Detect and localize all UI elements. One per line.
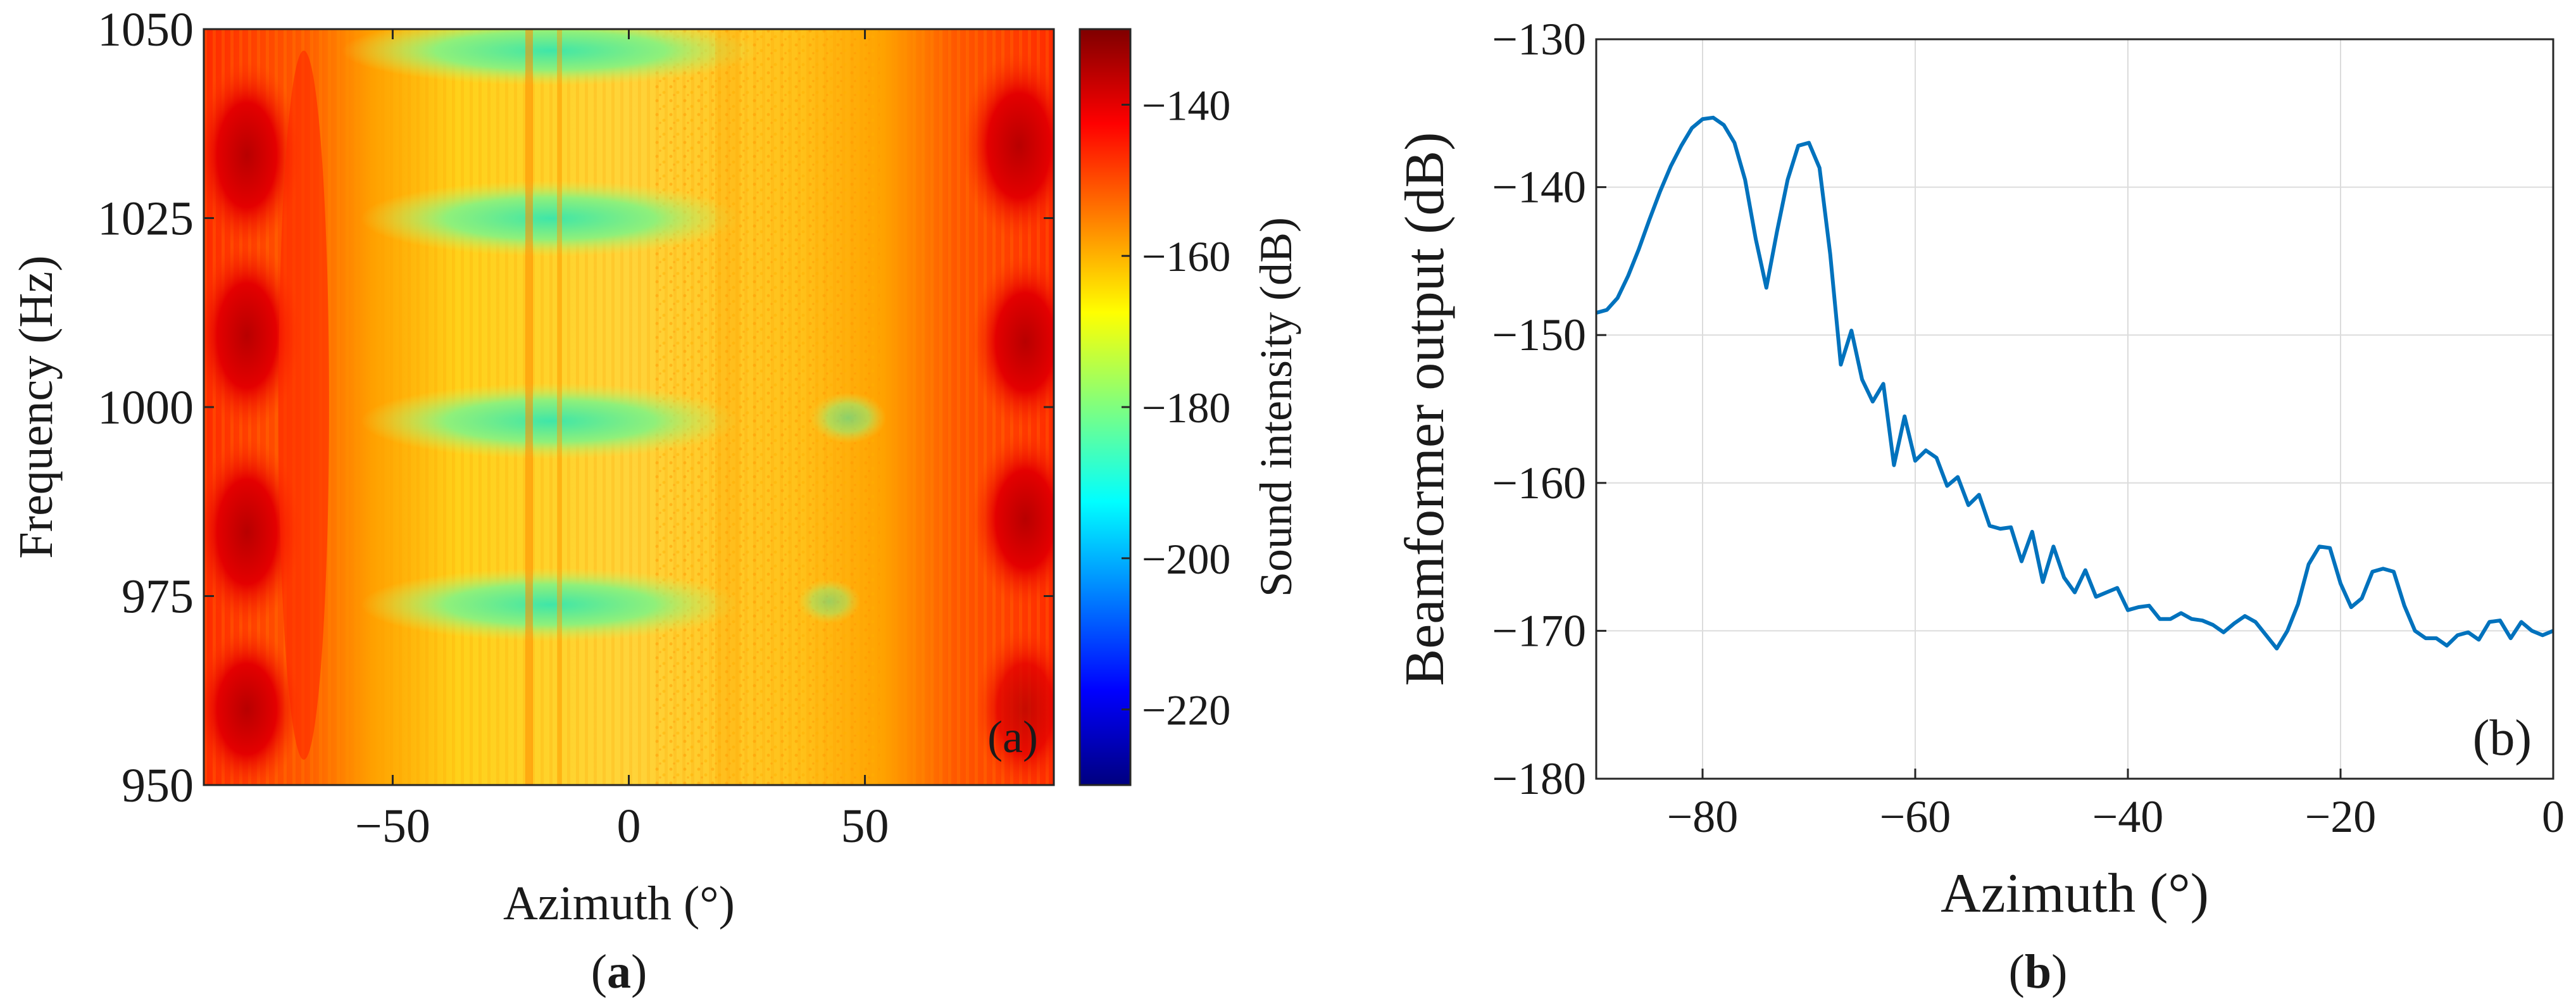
colorbar-tick-label: −180 bbox=[1142, 384, 1230, 432]
caption-b: (b) bbox=[2009, 945, 2068, 998]
heatmap-image bbox=[204, 29, 1054, 785]
line-y-tick-label: −140 bbox=[1492, 162, 1586, 213]
line-x-tick-label: −20 bbox=[2305, 791, 2377, 842]
heatmap-x-tick-label: 50 bbox=[841, 800, 889, 853]
series-line-beamformer-output bbox=[1596, 115, 2553, 651]
heatmap-y-tick-label: 1000 bbox=[97, 381, 194, 434]
panel-b: −80 −60 −40 −20 0 −180 −170 −160 −150 −140 −130 Az… bbox=[1394, 14, 2565, 998]
heatmap-x-tick-label: −50 bbox=[355, 800, 430, 853]
line-y-tick-label: −170 bbox=[1492, 605, 1586, 656]
line-axes: −80 −60 −40 −20 0 −180 −170 −160 −150 −140 −130 bbox=[1492, 14, 2565, 842]
plot-frame bbox=[1595, 38, 2554, 780]
heatmap-y-tick-label: 975 bbox=[122, 570, 194, 624]
colorbar-tick-label: −200 bbox=[1142, 535, 1230, 583]
heatmap-y-tick-label: 1050 bbox=[97, 3, 194, 56]
line-y-tick-label: −130 bbox=[1492, 14, 1586, 65]
heatmap-y-axis-label: Frequency (Hz) bbox=[9, 255, 63, 558]
colorbar-tick-label: −140 bbox=[1142, 81, 1230, 129]
plot-area bbox=[1596, 39, 2553, 779]
heatmap-axes: −50 0 50 950 975 1000 1025 1050 bbox=[97, 3, 1054, 853]
caption-a: (a) bbox=[591, 945, 647, 998]
colorbar-label: Sound intensity (dB) bbox=[1251, 217, 1301, 597]
colorbar-tick-label: −220 bbox=[1142, 686, 1230, 734]
caption-a-letter: a bbox=[607, 945, 631, 998]
line-y-tick-label: −150 bbox=[1492, 310, 1586, 360]
colorbar-tick-label: −160 bbox=[1142, 232, 1230, 280]
line-y-tick-label: −160 bbox=[1492, 458, 1586, 508]
line-x-tick-label: −80 bbox=[1667, 791, 1739, 842]
heatmap-x-tick-label: 0 bbox=[617, 800, 641, 853]
panel-a: −50 0 50 950 975 1000 1025 1050 −220 −200 −180 −16… bbox=[9, 3, 1301, 998]
line-y-tick-label: −180 bbox=[1492, 753, 1586, 804]
line-y-axis-label: Beamformer output (dB) bbox=[1394, 132, 1456, 686]
heatmap-y-tick-label: 950 bbox=[122, 759, 194, 812]
caption-b-letter: b bbox=[2025, 945, 2051, 998]
heatmap-panel-label: (a) bbox=[987, 712, 1038, 762]
line-x-tick-label: −40 bbox=[2092, 791, 2164, 842]
line-x-tick-label: −60 bbox=[1880, 791, 1951, 842]
line-x-tick-label: 0 bbox=[2542, 791, 2565, 842]
heatmap-y-tick-label: 1025 bbox=[97, 192, 194, 246]
colorbar-axis: −220 −200 −180 −160 −140 bbox=[1122, 81, 1230, 734]
heatmap-x-axis-label: Azimuth (°) bbox=[503, 877, 735, 930]
line-x-axis-label: Azimuth (°) bbox=[1941, 863, 2209, 924]
line-panel-label: (b) bbox=[2473, 710, 2532, 766]
